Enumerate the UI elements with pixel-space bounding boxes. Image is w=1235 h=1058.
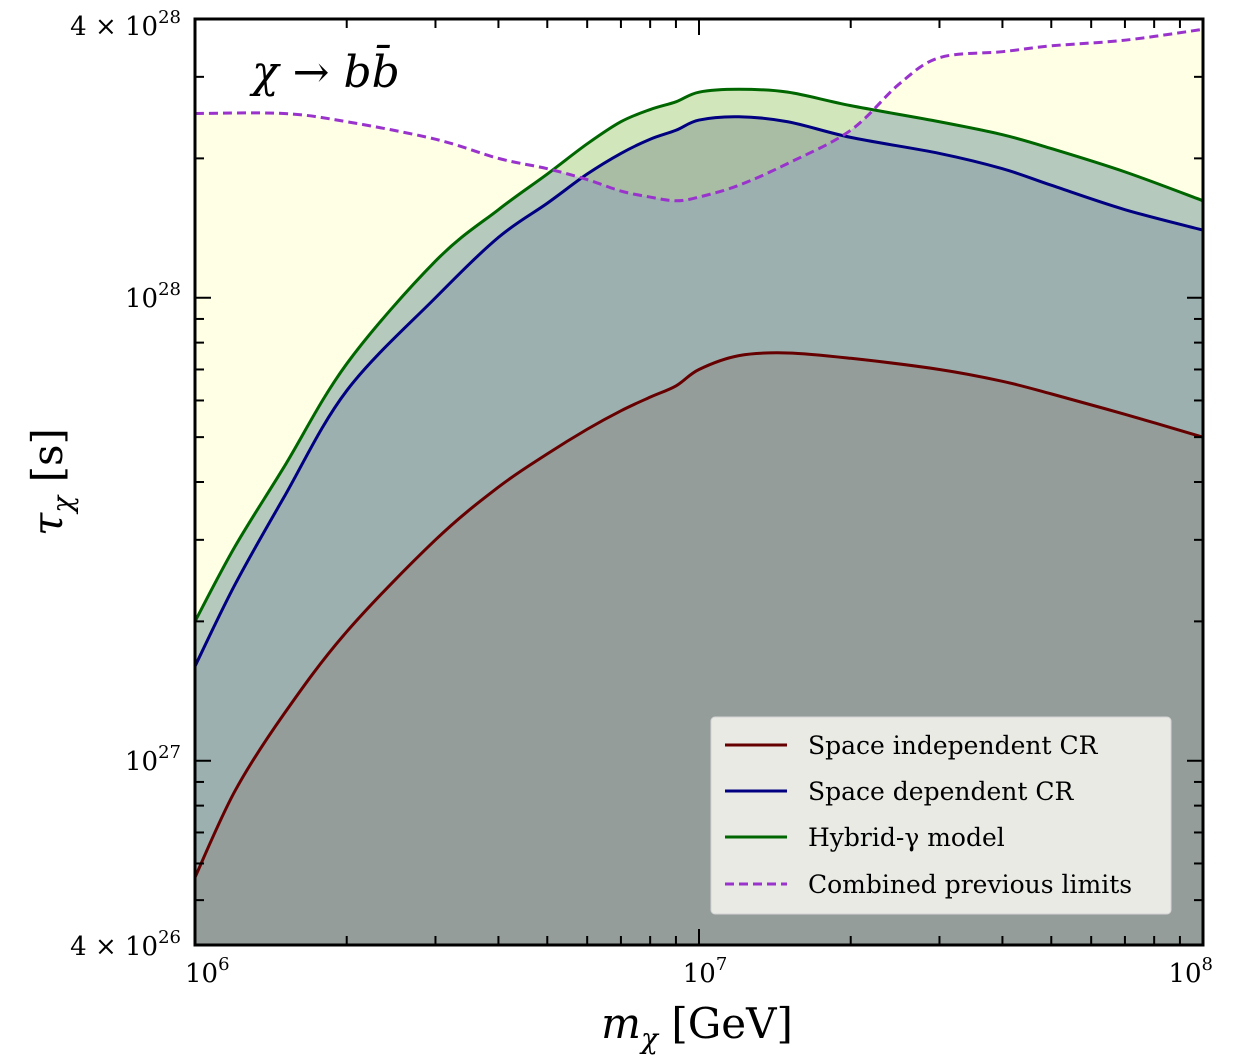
previous-limits-overlap-region [195, 89, 1203, 945]
legend-label-hybrid-gamma: Hybrid-γ model [808, 823, 1005, 852]
x-tick-labels: 106 107 108 [185, 954, 1213, 989]
y-tick-label: 4 × 1028 [70, 7, 181, 42]
legend-label-space-independent: Space independent CR [808, 731, 1099, 760]
previous-limits-line [195, 27, 1203, 203]
x-tick-label: 108 [1168, 954, 1213, 989]
y-tick-label: 4 × 1026 [70, 927, 181, 962]
hybrid-gamma-line [195, 87, 1203, 623]
y-axis-title: τχ [s] [23, 428, 79, 536]
x-tick-label: 107 [683, 954, 728, 989]
plot-frame [193, 17, 1205, 947]
y-tick-label: 1027 [125, 742, 181, 777]
x-tick-label: 106 [185, 954, 230, 989]
y-tick-labels: 4 × 1028 1028 1027 4 × 1026 [70, 7, 181, 962]
decay-channel-annotation: χ → bb̄ [249, 43, 400, 98]
legend-label-space-dependent: Space dependent CR [808, 777, 1074, 806]
space-independent-line [195, 351, 1203, 878]
legend-label-previous-limits: Combined previous limits [808, 870, 1132, 899]
legend-box [710, 716, 1172, 915]
space-dependent-line [195, 115, 1203, 667]
legend: Space independent CR Space dependent CR … [710, 716, 1172, 915]
y-tick-label: 1028 [125, 279, 181, 314]
x-axis-title: mχ [GeV] [601, 999, 793, 1055]
